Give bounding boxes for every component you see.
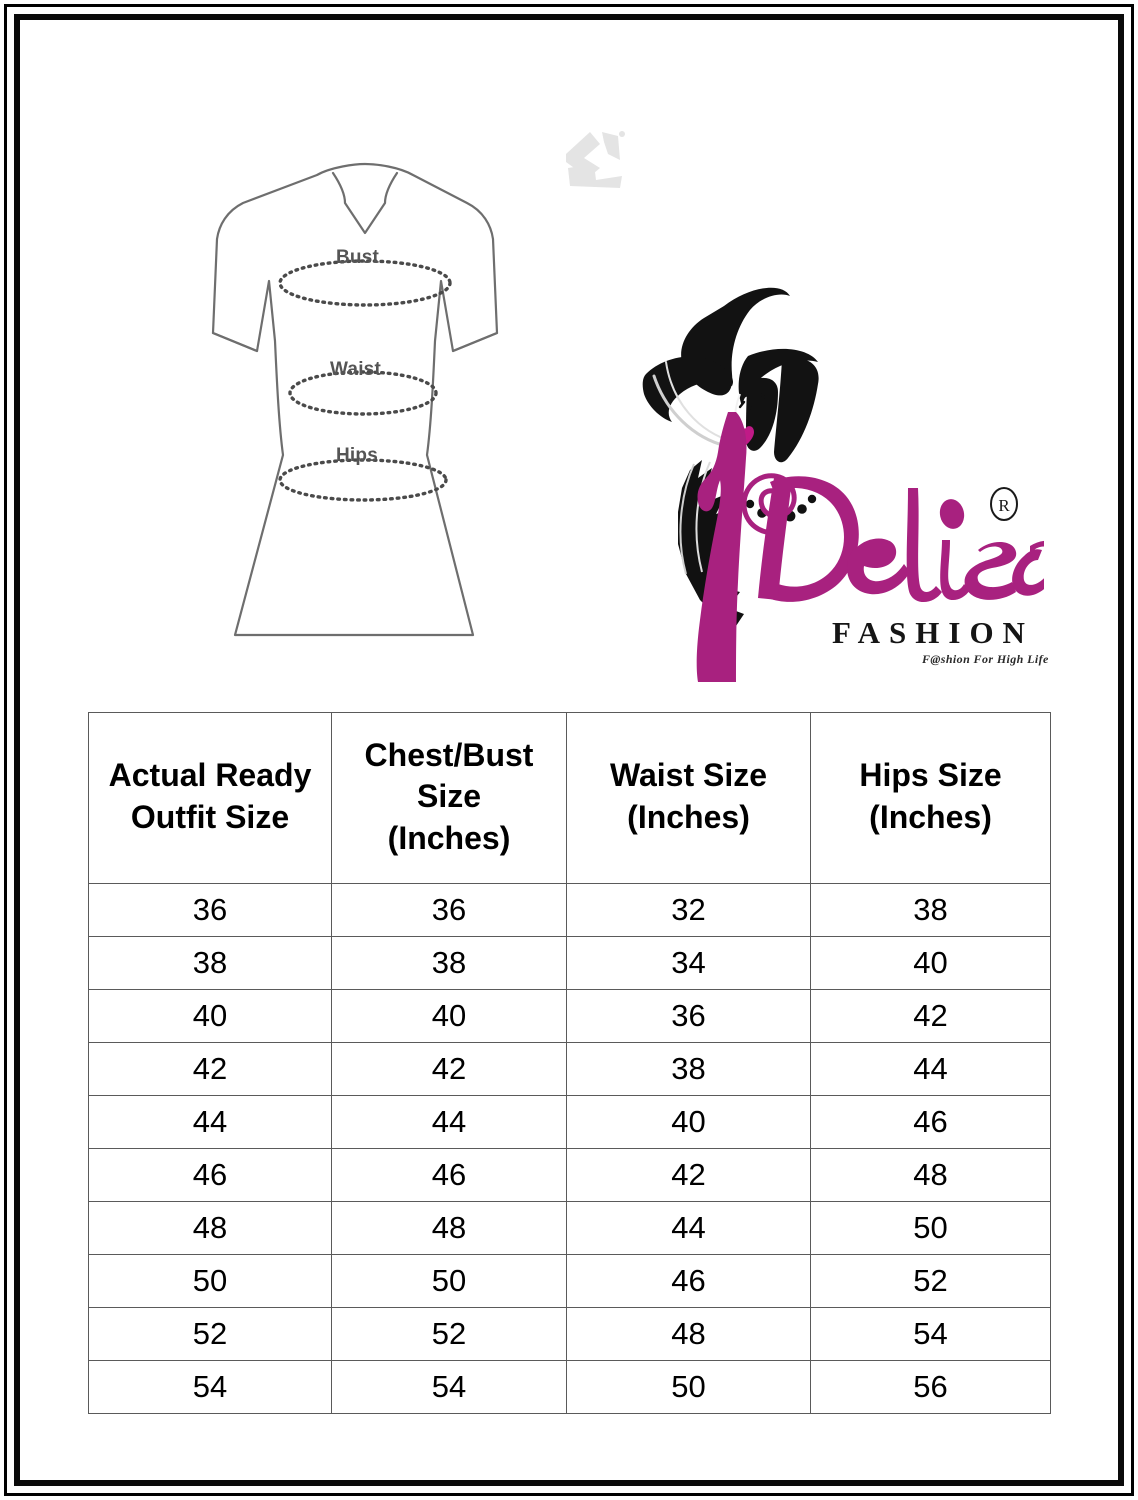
bust-measure-ellipse [278,259,452,307]
cell-hips: 38 [810,883,1051,937]
cell-chest-bust: 54 [331,1360,567,1414]
cell-hips: 52 [810,1254,1051,1308]
header-line: (Inches) [627,799,750,835]
waist-label: Waist [330,359,381,380]
column-header-hips: Hips Size (Inches) [810,712,1051,884]
cell-chest-bust: 42 [331,1042,567,1096]
cell-waist: 42 [566,1148,811,1202]
outer-border-frame [4,4,1134,1496]
cell-waist: 34 [566,936,811,990]
header-line: Waist Size [609,757,768,794]
cell-chest-bust: 52 [331,1307,567,1361]
cell-waist: 46 [566,1254,811,1308]
inner-border-frame [14,14,1124,1486]
eye-icon [738,392,768,412]
table-row: 52 52 48 54 [88,1307,1051,1361]
table-row: 54 54 50 56 [88,1360,1051,1414]
cell-hips: 56 [810,1360,1051,1414]
cell-chest-bust: 46 [331,1148,567,1202]
cell-hips: 50 [810,1201,1051,1255]
svg-text:R: R [998,496,1010,515]
recycle-arrows-watermark-icon [556,124,640,190]
cell-chest-bust: 36 [331,883,567,937]
cell-chest-bust: 50 [331,1254,567,1308]
cell-hips: 40 [810,936,1051,990]
brand-script-wordmark [741,473,1097,603]
cell-outfit-size: 44 [88,1095,332,1149]
cell-waist: 40 [566,1095,811,1149]
cell-waist: 36 [566,989,811,1043]
size-chart-table: Actual Ready Outfit Size Chest/Bust Size… [88,712,1051,1414]
table-row: 38 38 34 40 [88,936,1051,990]
cell-outfit-size: 50 [88,1254,332,1308]
cell-chest-bust: 38 [331,936,567,990]
table-row: 44 44 40 46 [88,1095,1051,1149]
cell-waist: 44 [566,1201,811,1255]
table-row: 36 36 32 38 [88,883,1051,937]
column-header-outfit-size: Actual Ready Outfit Size [88,712,332,884]
header-line: Chest/Bust [364,736,534,773]
cell-waist: 50 [566,1360,811,1414]
logo-tagline: F@shion For High Life [922,652,1049,666]
hat-icon [642,287,790,422]
column-header-waist: Waist Size (Inches) [566,712,811,884]
logo-subtitle-fashion: FASHION [832,615,1034,650]
cell-outfit-size: 46 [88,1148,332,1202]
cell-hips: 46 [810,1095,1051,1149]
registered-trademark-icon: R [990,487,1018,521]
table-row: 48 48 44 50 [88,1201,1051,1255]
table-row: 42 42 38 44 [88,1042,1051,1096]
cell-chest-bust: 40 [331,989,567,1043]
cell-outfit-size: 42 [88,1042,332,1096]
cell-outfit-size: 54 [88,1360,332,1414]
cell-hips: 48 [810,1148,1051,1202]
cell-chest-bust: 48 [331,1201,567,1255]
header-line: Hips Size [859,757,1002,794]
header-line: (Inches) [869,799,992,835]
header-line: Actual Ready [108,757,312,794]
header-line: Outfit Size [130,799,290,835]
cell-waist: 48 [566,1307,811,1361]
cell-outfit-size: 52 [88,1307,332,1361]
cell-outfit-size: 38 [88,936,332,990]
table-header-row: Actual Ready Outfit Size Chest/Bust Size… [88,712,1051,884]
table-body: 36 36 32 38 38 38 34 40 40 40 36 42 42 4… [88,883,1051,1414]
cell-outfit-size: 48 [88,1201,332,1255]
dress-size-diagram: Bust Waist Hips [205,155,525,700]
bust-label: Bust [336,247,380,268]
header-line: Size [416,778,482,815]
cell-hips: 42 [810,989,1051,1043]
table-row: 40 40 36 42 [88,989,1051,1043]
table-row: 46 46 42 48 [88,1148,1051,1202]
delisa-fashion-logo: R FASHION F@shion For High Life [632,282,1097,682]
cell-waist: 32 [566,883,811,937]
hips-measure-ellipse [278,458,448,502]
table-row: 50 50 46 52 [88,1254,1051,1308]
cell-hips: 44 [810,1042,1051,1096]
hips-label: Hips [336,445,378,466]
cell-chest-bust: 44 [331,1095,567,1149]
hair-icon [738,348,819,463]
header-line: (Inches) [387,819,511,856]
cell-outfit-size: 40 [88,989,332,1043]
cell-outfit-size: 36 [88,883,332,937]
waist-measure-ellipse [288,370,438,416]
gown-figure-icon [696,412,747,682]
cell-hips: 54 [810,1307,1051,1361]
column-header-chest-bust: Chest/Bust Size (Inches) [331,712,567,884]
cell-waist: 38 [566,1042,811,1096]
feather-accent-icon [678,460,744,626]
